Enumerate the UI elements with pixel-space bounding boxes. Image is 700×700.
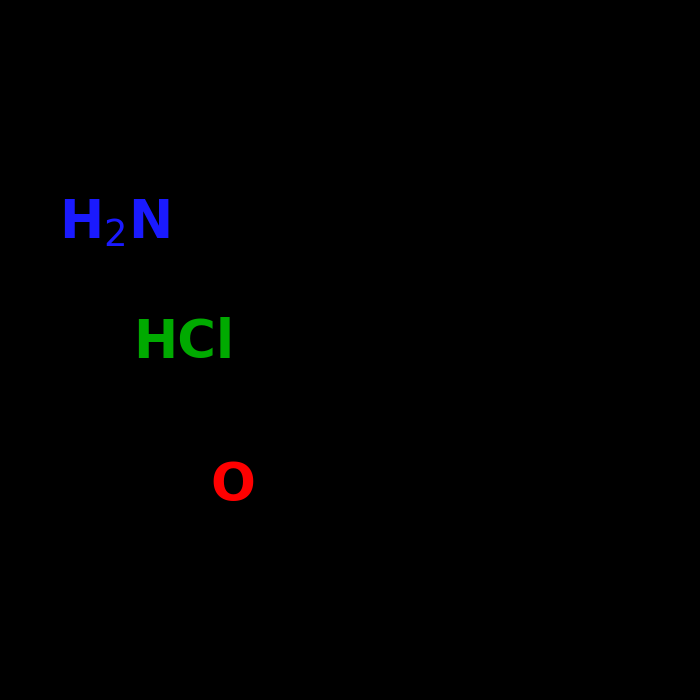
Text: HCl: HCl — [133, 316, 234, 369]
Text: O: O — [211, 460, 256, 512]
Text: H$_2$N: H$_2$N — [60, 197, 171, 250]
